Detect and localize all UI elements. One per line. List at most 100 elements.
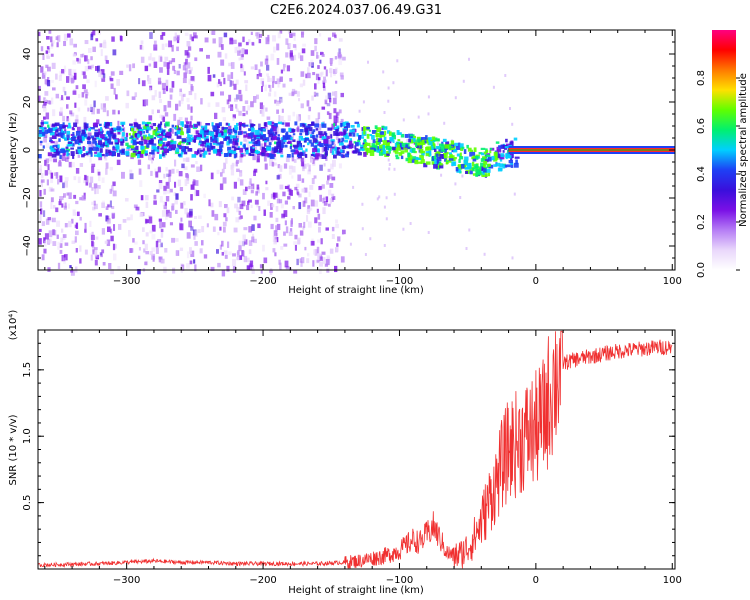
heatmap-cell [316,134,319,138]
colorbar-label: Normalized spectral amplitude [738,73,749,227]
heatmap-cell [47,124,50,128]
heatmap-cell [197,215,202,219]
heatmap-cell [222,221,227,227]
heatmap-cell [96,134,100,140]
heatmap-cell [109,188,113,194]
heatmap-cell [151,149,155,155]
heatmap-cell [147,78,152,85]
heatmap-cell [186,251,190,259]
heatmap-cell [383,145,388,149]
heatmap-cell [332,57,335,62]
heatmap-cell [126,90,130,97]
heatmap-cell [57,35,61,42]
heatmap-cell [171,168,175,174]
heatmap-cell [97,65,100,73]
heatmap-cell [159,137,163,141]
heatmap-cell [161,43,165,50]
heatmap-cell [225,158,228,164]
heatmap-cell [178,117,183,121]
heatmap-cell [412,147,416,153]
heatmap-cell [59,126,63,132]
heatmap-cell [280,137,283,141]
heatmap-cell [239,255,243,260]
heatmap-cell [101,202,105,209]
heatmap-cell [369,151,375,156]
heatmap-cell [219,226,222,231]
heatmap-cell [159,99,162,104]
heatmap-cell [361,127,365,131]
heatmap-cell [382,140,388,145]
heatmap-cell [323,163,326,167]
x-tick-label: −300 [113,276,140,287]
heatmap-cell [279,143,284,149]
heatmap-cell [59,175,63,183]
heatmap-cell [359,148,364,151]
heatmap-cell [195,161,198,165]
heatmap-cell [67,118,71,124]
heatmap-cell [323,146,328,152]
heatmap-cell [237,250,240,257]
heatmap-cell [61,203,64,208]
heatmap-cell [82,53,85,58]
heatmap-cell [62,234,66,241]
heatmap-cell [335,223,339,229]
heatmap-cell [89,220,92,228]
heatmap-cell [235,104,238,109]
heatmap-cell [366,142,371,146]
heatmap-cell [319,33,322,37]
heatmap-cell [73,43,77,48]
heatmap-cell [178,142,182,147]
heatmap-cell [43,133,48,138]
heatmap-cell [108,151,112,156]
heatmap-cell [156,148,160,152]
heatmap-cell [298,147,303,151]
heatmap-cell [190,67,194,71]
heatmap-cell [232,141,236,146]
heatmap-cell [265,37,270,45]
heatmap-cell [203,193,206,199]
heatmap-cell [313,91,317,97]
heatmap-cell [314,83,317,90]
heatmap-cell [325,227,329,231]
heatmap-cell [317,112,321,120]
heatmap-cell [298,202,302,210]
heatmap-cell [387,86,390,90]
heatmap-cell [284,260,289,268]
heatmap-cell [291,156,295,162]
heatmap-cell [60,237,64,243]
heatmap-cell [74,224,77,228]
heatmap-cell [43,136,47,143]
heatmap-cell [90,127,95,130]
heatmap-cell [261,81,264,87]
heatmap-cell [310,142,314,147]
heatmap-cell [167,100,172,108]
heatmap-cell [251,42,255,46]
heatmap-cell [301,188,305,193]
heatmap-cell [398,152,403,156]
heatmap-cell [39,140,43,144]
heatmap-cell [144,150,147,156]
heatmap-cell [179,88,183,92]
heatmap-cell [84,55,87,62]
heatmap-cell [297,152,303,156]
heatmap-cell [332,91,335,96]
heatmap-cell [86,145,90,153]
heatmap-cell [50,178,54,184]
heatmap-cell [149,140,154,145]
heatmap-cell [171,58,176,63]
heatmap-cell [91,107,95,115]
heatmap-cell [71,126,75,130]
heatmap-cell [208,199,211,207]
heatmap-cell [96,145,99,150]
heatmap-cell [402,118,405,122]
heatmap-cell [102,41,107,49]
heatmap-cell [165,214,168,220]
heatmap-cell [420,137,426,140]
heatmap-cell [457,164,461,168]
colorbar: 0.00.20.40.60.8 Normalized spectral ampl… [696,30,749,278]
heatmap-cell [250,146,253,149]
heatmap-cell [221,135,226,139]
heatmap-cell [219,81,222,87]
heatmap-cell [352,185,355,189]
heatmap-cell [448,156,453,159]
